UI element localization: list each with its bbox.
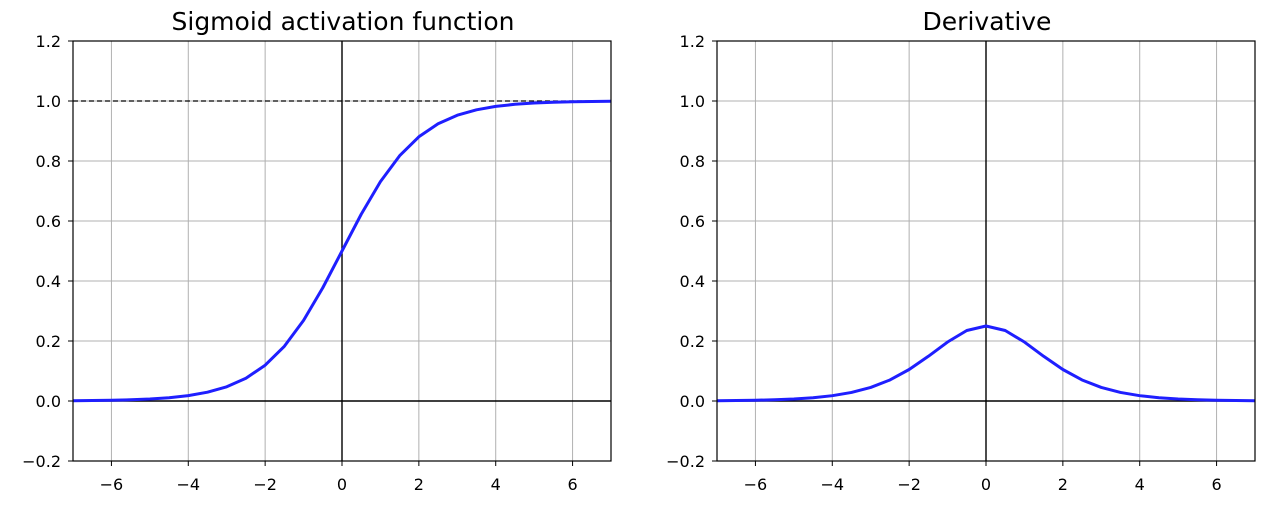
y-tick-label: 0.8 [36,152,61,171]
x-tick-label: 6 [567,475,577,494]
x-tick-label: 6 [1211,475,1221,494]
y-tick-label: 0.4 [680,272,705,291]
x-tick-label: −4 [820,475,844,494]
x-tick-label: −4 [176,475,200,494]
y-tick-label: 0.6 [36,212,61,231]
chart-title: Derivative [923,7,1052,36]
x-tick-label: −6 [744,475,768,494]
sigmoid-panel: Sigmoid activation function −6 −4 −2 0 2 4 6 −0… [22,7,612,494]
x-tick-label: 0 [337,475,347,494]
y-tick-label: 0.6 [680,212,705,231]
y-tick-label: 1.2 [680,32,705,51]
x-tick-label: 0 [981,475,991,494]
y-tick-label: 0.0 [36,392,61,411]
plot-area: −6 −4 −2 0 2 4 6 −0.2 0.0 0.2 0.4 0.6 0.8 1.0 1.2 [22,32,612,494]
x-tick-label: −2 [253,475,277,494]
x-tick-label: 2 [414,475,424,494]
y-tick-label: 1.0 [680,92,705,111]
y-tick-label: 0.8 [680,152,705,171]
x-tick-label: 4 [1135,475,1145,494]
y-tick-label: 0.2 [36,332,61,351]
plot-inner [73,41,611,461]
series-line [717,324,1255,403]
y-tick-label: 1.2 [36,32,61,51]
y-tick-label: −0.2 [666,452,705,471]
chart-title: Sigmoid activation function [172,7,515,36]
y-tick-label: 0.2 [680,332,705,351]
derivative-panel: Derivative −6 −4 −2 0 2 4 6 −0.2 0.0 0.2 0.4 0.6 0.8… [666,7,1256,494]
y-tick-label: 0.4 [36,272,61,291]
x-tick-label: −2 [897,475,921,494]
x-tick-label: 4 [491,475,501,494]
y-tick-label: −0.2 [22,452,61,471]
plot-area: −6 −4 −2 0 2 4 6 −0.2 0.0 0.2 0.4 0.6 0.8 1.0 1.2 [666,32,1256,494]
x-tick-label: −6 [100,475,124,494]
y-tick-label: 0.0 [680,392,705,411]
series-line [73,99,611,403]
x-tick-label: 2 [1058,475,1068,494]
plot-inner [717,41,1255,461]
y-tick-label: 1.0 [36,92,61,111]
